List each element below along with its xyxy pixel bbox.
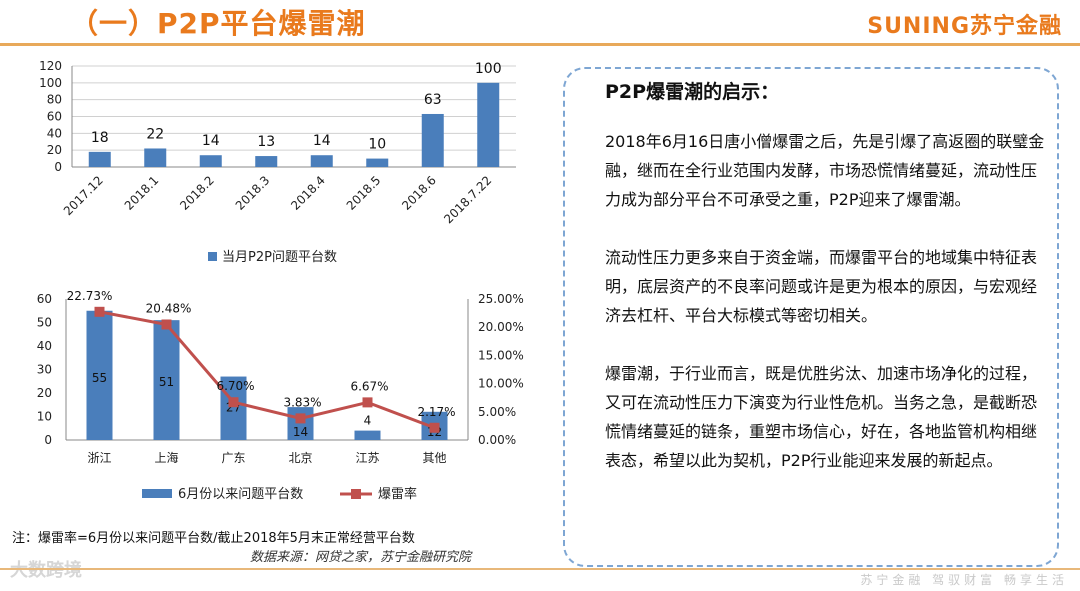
brand-logo: SUNING苏宁金融 [867,14,1062,39]
bar [144,148,167,167]
x-tick-label: 2018.5 [344,173,384,213]
footnote: 注：爆雷率=6月份以来问题平台数/截止2018年5月末正常经营平台数 [12,531,415,546]
bar [86,310,113,440]
data-label: 18 [91,130,109,146]
x-tick-label: 广东 [221,451,245,465]
y-tick-label: 40 [47,126,62,140]
monthly-problem-platforms-chart: 0 20 40 60 80 100 120 18 2017.12 22 2018.1 14 2018.2… [39,59,516,265]
legend-swatch [208,252,217,261]
y-left-tick-label: 60 [37,292,52,306]
y-left-tick-label: 0 [44,433,52,447]
y-right-tick-label: 15.00% [478,348,524,362]
panel-paragraph: 2018年6月16日唐小僧爆雷之后，先是引爆了高返圈的联璧金融，继而在全行业范围… [605,132,1045,209]
y-tick-label: 100 [39,76,62,90]
y-tick-label: 20 [47,143,62,157]
rate-marker [228,397,239,408]
insight-panel: P2P爆雷潮的启示： 2018年6月16日唐小僧爆雷之后，先是引爆了高返圈的联璧… [563,67,1059,567]
bar [88,151,111,167]
x-tick-label: 2018.6 [399,173,439,213]
legend-swatch-marker [351,489,361,499]
rate-data-label: 22.73% [67,289,113,303]
x-tick-label: 2018.2 [177,173,217,213]
rate-data-label: 3.83% [283,395,321,409]
y-tick-label: 0 [54,160,62,174]
x-tick-label: 北京 [288,451,312,465]
y-tick-label: 120 [39,59,62,73]
y-left-tick-label: 40 [37,339,52,353]
data-label: 63 [424,92,442,108]
legend-label: 当月P2P问题平台数 [222,250,337,265]
data-source: 数据来源：网贷之家，苏宁金融研究院 [250,550,472,565]
rate-data-label: 20.48% [146,301,192,315]
x-tick-label: 其他 [422,451,446,465]
bar-data-label: 4 [364,414,372,428]
y-right-tick-label: 5.00% [478,405,516,419]
bar [199,155,222,167]
header: （一）P2P平台爆雷潮 SUNING苏宁金融 [0,0,1080,46]
x-tick-label: 2018.4 [288,173,328,213]
footer-divider [0,568,1080,570]
rate-marker [429,422,440,433]
regional-blowup-chart: 0 10 20 30 40 50 60 0.00% 5.00% 10.00% 15.00% 20.00… [37,289,524,502]
watermark-logo: 大数跨境 [10,560,82,581]
data-label: 10 [368,137,386,153]
rate-data-label: 2.17% [417,405,455,419]
bar-data-label: 51 [159,375,174,389]
panel-paragraph: 流动性压力更多来自于资金端，而爆雷平台的地域集中特征表明，底层资产的不良率问题或… [605,248,1038,325]
data-label: 14 [202,133,220,149]
data-label: 14 [313,133,331,149]
y-right-tick-label: 10.00% [478,377,524,391]
x-tick-label: 江苏 [355,451,379,465]
header-divider [0,43,1080,46]
data-label: 22 [146,126,164,142]
bar-data-label: 14 [293,425,308,439]
y-tick-label: 80 [47,93,62,107]
legend-label-bars: 6月份以来问题平台数 [178,487,303,502]
x-tick-label: 上海 [154,450,178,465]
legend-label-line: 爆雷率 [378,486,417,502]
rate-data-label: 6.67% [350,379,388,393]
page-title: （一）P2P平台爆雷潮 [70,7,366,40]
panel-paragraph: 爆雷潮，于行业而言，既是优胜劣汰、加速市场净化的过程，又可在流动性压力下演变为行… [605,364,1038,470]
y-left-tick-label: 20 [37,386,52,400]
bar [255,156,278,167]
rate-marker [94,306,105,317]
y-right-tick-label: 0.00% [478,433,516,447]
y-left-tick-label: 10 [37,410,52,424]
x-tick-label: 浙江 [87,451,111,465]
bar [287,407,314,440]
panel-title: P2P爆雷潮的启示： [605,81,780,103]
y-left-tick-label: 50 [37,316,52,330]
y-right-tick-label: 20.00% [478,320,524,334]
bar-data-label: 55 [92,371,107,385]
x-tick-label: 2017.12 [61,173,106,218]
x-tick-label: 2018.7.22 [441,173,494,226]
footer-slogan: 苏宁金融 驾驭财富 畅享生活 [860,573,1068,587]
rate-marker [161,319,172,330]
y-right-tick-label: 25.00% [478,292,524,306]
bar [310,155,333,167]
panel-body: 2018年6月16日唐小僧爆雷之后，先是引爆了高返圈的联璧金融，继而在全行业范围… [605,127,1045,504]
legend-swatch-bars [142,489,172,498]
rate-line [99,310,436,430]
x-tick-label: 2018.3 [233,173,273,213]
rate-data-label: 6.70% [216,379,254,393]
data-label: 13 [257,134,275,150]
rate-marker [362,397,373,408]
bar [477,82,500,167]
y-left-tick-label: 30 [37,363,52,377]
x-tick-label: 2018.1 [122,173,162,213]
bar [366,158,389,167]
bar [354,430,381,440]
rate-marker [295,413,306,424]
data-label: 100 [475,61,502,77]
bar [153,320,180,440]
bar [220,376,247,440]
bar [421,113,444,167]
y-tick-label: 60 [47,110,62,124]
